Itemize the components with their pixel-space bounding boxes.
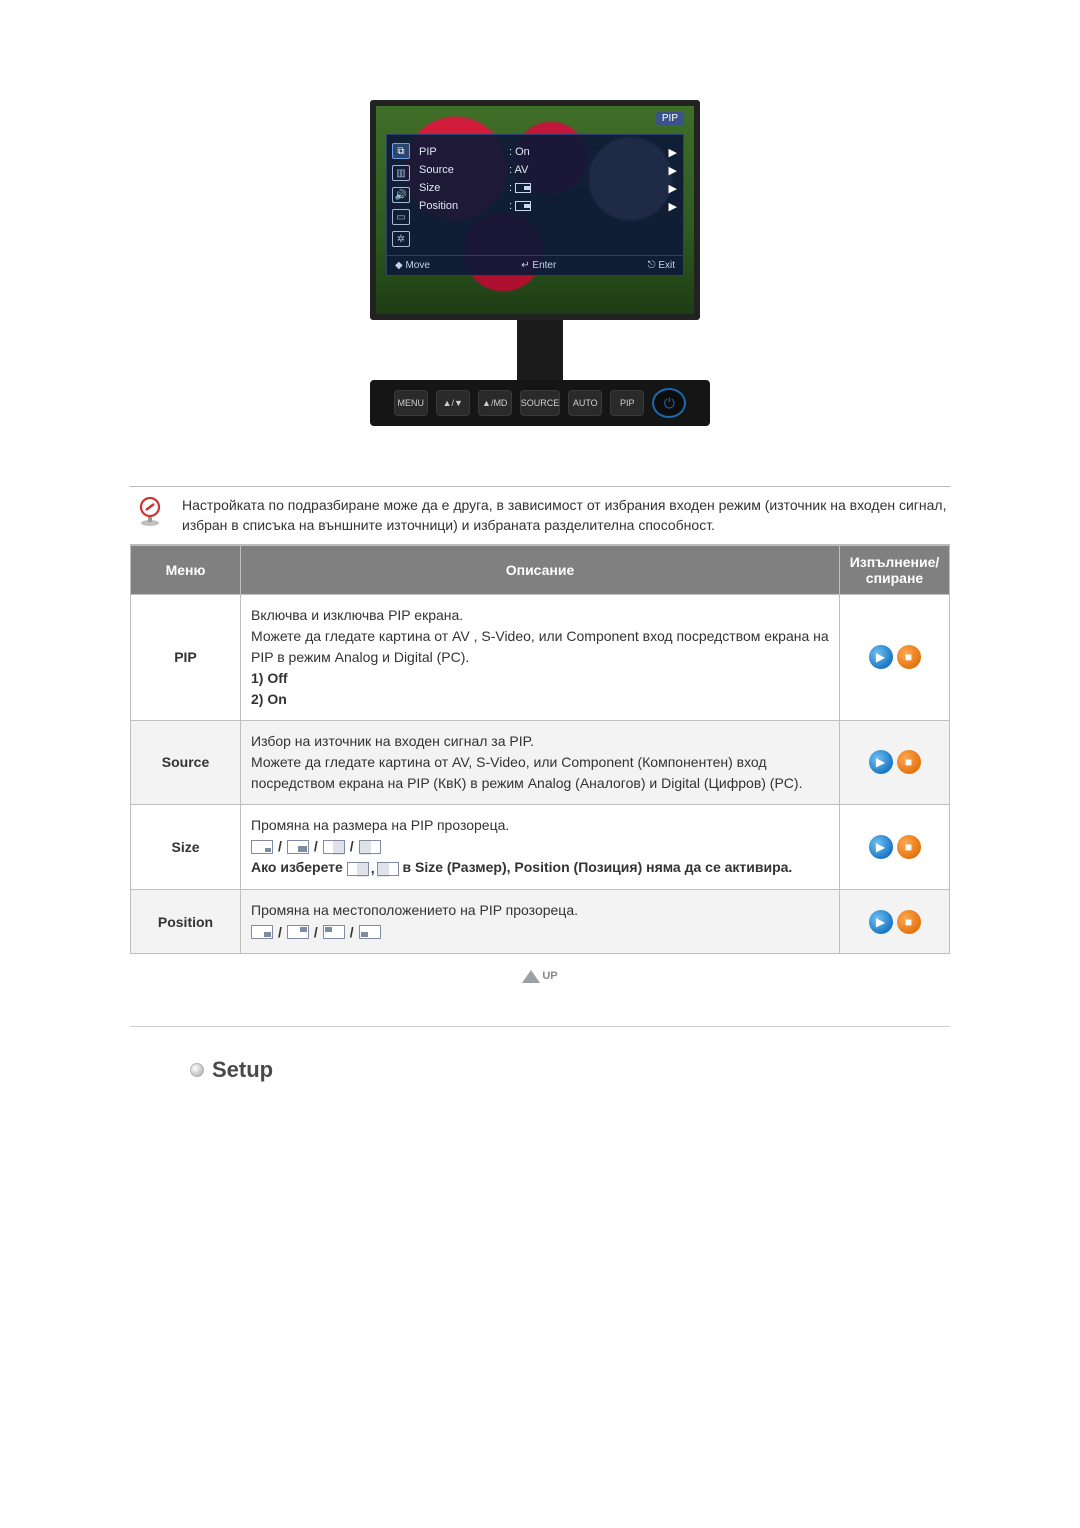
size-option-icons: / / / [251, 836, 381, 857]
stop-icon[interactable]: ■ [897, 910, 921, 934]
osd-sidebar-icons: ⧉ ▥ 🔊 ▭ ✲ [387, 135, 415, 255]
menu-button[interactable]: MENU [394, 390, 428, 416]
osd-row-label: Source [419, 164, 509, 176]
osd-footer-exit: ⎋ Exit [648, 260, 675, 271]
heading-text: Setup [212, 1057, 273, 1083]
settings-table: Меню Описание Изпълнение/ спиране PIP Вк… [130, 545, 950, 954]
row-menu-label: Source [131, 720, 241, 804]
mode-button[interactable]: ▲/MD [478, 390, 512, 416]
divider [130, 1026, 950, 1027]
section-heading: Setup [130, 1057, 950, 1083]
stop-icon[interactable]: ■ [897, 835, 921, 859]
table-row: Size Промяна на размера на PIP прозореца… [131, 804, 950, 890]
osd-row: PIP : On ▶ [419, 143, 677, 161]
row-menu-label: PIP [131, 594, 241, 720]
position-option-icons: / / / [251, 922, 381, 943]
auto-button[interactable]: AUTO [568, 390, 602, 416]
up-arrow-icon [522, 970, 540, 983]
power-button[interactable]: ⏻ [652, 388, 686, 418]
row-actions: ▶ ■ [840, 720, 950, 804]
osd-row-value: : On [509, 146, 589, 158]
row-menu-label: Size [131, 804, 241, 890]
bullet-icon [190, 1063, 204, 1077]
row-description: Включва и изключва PIP екрана. Можете да… [241, 594, 840, 720]
table-header-action: Изпълнение/ спиране [840, 545, 950, 594]
row-description: Промяна на местоположението на PIP прозо… [241, 890, 840, 954]
monitor-button-bar: MENU ▲/▼ ▲/MD SOURCE AUTO PIP ⏻ [370, 380, 710, 426]
desc-line: Избор на източник на входен сигнал за PI… [251, 733, 534, 749]
play-icon[interactable]: ▶ [869, 835, 893, 859]
back-to-top[interactable]: UP [130, 954, 950, 1026]
pip-button[interactable]: PIP [610, 390, 644, 416]
osd-row: Source : AV ▶ [419, 161, 677, 179]
desc-line: Можете да гледате картина от AV, S-Video… [251, 754, 802, 791]
row-actions: ▶ ■ [840, 594, 950, 720]
osd-row-label: Size [419, 182, 509, 194]
monitor-illustration: PIP ⧉ ▥ 🔊 ▭ ✲ PIP : On ▶ [370, 100, 710, 426]
osd-footer-enter: ↵ Enter [521, 260, 556, 271]
osd-icon-sound: 🔊 [392, 187, 410, 203]
source-button[interactable]: SOURCE [520, 390, 561, 416]
page: PIP ⧉ ▥ 🔊 ▭ ✲ PIP : On ▶ [130, 0, 950, 1083]
osd-row-arrow-icon: ▶ [669, 146, 677, 159]
nav-button[interactable]: ▲/▼ [436, 390, 470, 416]
osd-row: Size : ▶ [419, 179, 677, 197]
stop-icon[interactable]: ■ [897, 645, 921, 669]
osd-row: Position : ▶ [419, 197, 677, 215]
table-row: Source Избор на източник на входен сигна… [131, 720, 950, 804]
osd-panel: ⧉ ▥ 🔊 ▭ ✲ PIP : On ▶ Source [386, 134, 684, 276]
osd-row-arrow-icon: ▶ [669, 182, 677, 195]
row-actions: ▶ ■ [840, 804, 950, 890]
osd-row-value: : AV [509, 164, 589, 176]
desc-bold: Ако изберете , в Size (Размер), Position… [251, 859, 792, 875]
desc-line: Промяна на местоположението на PIP прозо… [251, 902, 578, 918]
osd-footer: ◆ Move ↵ Enter ⎋ Exit [387, 255, 683, 275]
osd-footer-move: ◆ Move [395, 260, 430, 271]
row-description: Промяна на размера на PIP прозореца. / /… [241, 804, 840, 890]
monitor-stand [517, 320, 563, 380]
osd-row-label: PIP [419, 146, 509, 158]
desc-bold: 1) Off [251, 670, 288, 686]
table-header-desc: Описание [241, 545, 840, 594]
osd-row-label: Position [419, 200, 509, 212]
row-actions: ▶ ■ [840, 890, 950, 954]
osd-badge: PIP [656, 112, 684, 125]
desc-line: Можете да гледате картина от AV , S-Vide… [251, 628, 829, 665]
row-description: Избор на източник на входен сигнал за PI… [241, 720, 840, 804]
osd-icon-screen: ▭ [392, 209, 410, 225]
table-row: Position Промяна на местоположението на … [131, 890, 950, 954]
desc-line: Включва и изключва PIP екрана. [251, 607, 463, 623]
play-icon[interactable]: ▶ [869, 645, 893, 669]
up-label: UP [542, 970, 557, 982]
table-header-menu: Меню [131, 545, 241, 594]
desc-line: Промяна на размера на PIP прозореца. [251, 817, 509, 833]
osd-icon-pip: ⧉ [392, 143, 410, 159]
osd-rows: PIP : On ▶ Source : AV ▶ Size : ▶ [415, 135, 683, 255]
osd-icon-picture: ▥ [392, 165, 410, 181]
osd-row-arrow-icon: ▶ [669, 200, 677, 213]
stop-icon[interactable]: ■ [897, 750, 921, 774]
desc-bold: 2) On [251, 691, 287, 707]
table-row: PIP Включва и изключва PIP екрана. Может… [131, 594, 950, 720]
play-icon[interactable]: ▶ [869, 750, 893, 774]
osd-icon-setup: ✲ [392, 231, 410, 247]
osd-row-arrow-icon: ▶ [669, 164, 677, 177]
note-box: Настройката по подразбиране може да е др… [130, 486, 950, 545]
row-menu-label: Position [131, 890, 241, 954]
monitor-screen: PIP ⧉ ▥ 🔊 ▭ ✲ PIP : On ▶ [370, 100, 700, 320]
note-text: Настройката по подразбиране може да е др… [182, 495, 950, 536]
osd-row-value: : [509, 182, 589, 194]
note-icon [130, 495, 170, 536]
osd-row-value: : [509, 200, 589, 212]
play-icon[interactable]: ▶ [869, 910, 893, 934]
